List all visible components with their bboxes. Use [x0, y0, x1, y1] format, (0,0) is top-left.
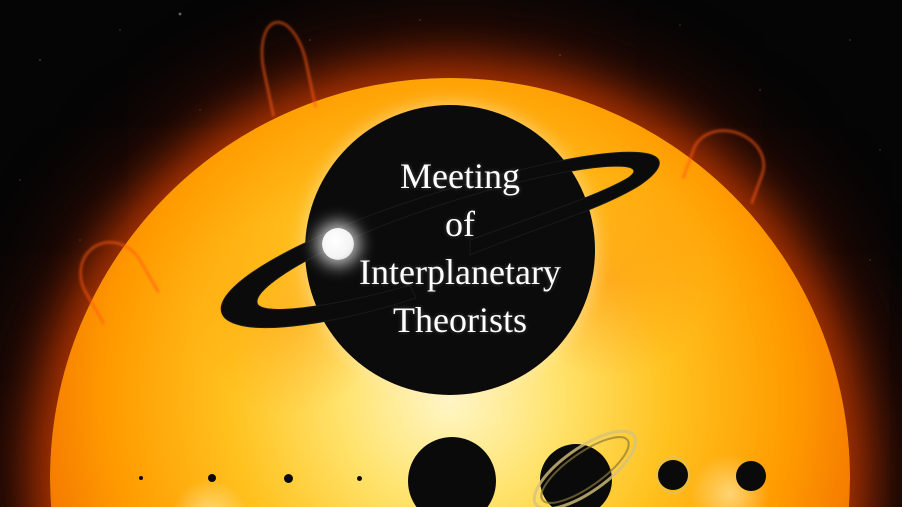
mars-icon [357, 476, 362, 481]
title-line-1: Meeting [400, 156, 520, 196]
title-line-4: Theorists [393, 300, 527, 340]
uranus-icon [658, 460, 688, 490]
event-title: Meeting of Interplanetary Theorists [305, 152, 615, 344]
mercury-icon [139, 476, 143, 480]
moon-icon [322, 228, 354, 260]
saturn-icon [540, 444, 612, 507]
jupiter-icon [408, 437, 496, 507]
neptune-icon [736, 461, 766, 491]
venus-icon [208, 474, 216, 482]
title-line-2: of [445, 204, 475, 244]
earth-icon [284, 474, 293, 483]
title-line-3: Interplanetary [359, 252, 561, 292]
